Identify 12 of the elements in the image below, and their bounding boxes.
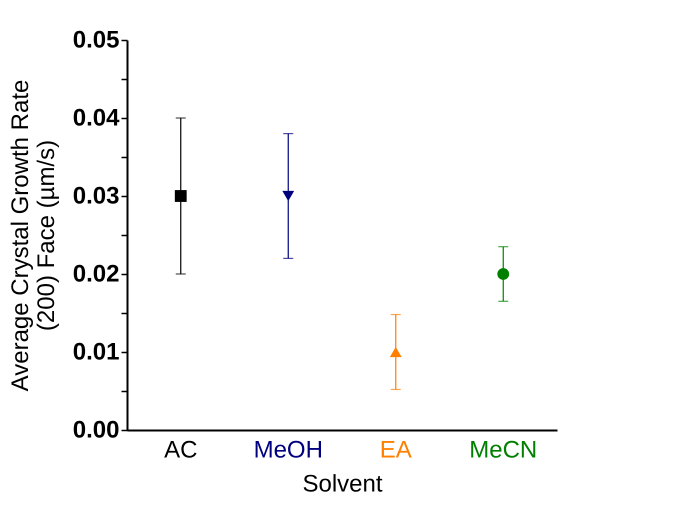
y-tick-label: 0.04 xyxy=(72,104,120,132)
y-tick-label: 0.05 xyxy=(72,26,120,54)
y-tick-label: 0.02 xyxy=(72,260,120,288)
x-axis-title: Solvent xyxy=(302,470,383,498)
x-tick-label: EA xyxy=(380,436,412,464)
x-tick-label: MeCN xyxy=(469,436,538,464)
y-axis-title: Average Crystal Growth Rate (200) Face (µm/s) xyxy=(6,80,60,392)
y-tick-label: 0.03 xyxy=(72,182,120,210)
y-tick-label: 0.01 xyxy=(72,338,120,366)
x-tick-label: AC xyxy=(164,436,198,464)
x-tick-label: MeOH xyxy=(254,436,323,464)
y-tick-label: 0.00 xyxy=(72,416,120,444)
